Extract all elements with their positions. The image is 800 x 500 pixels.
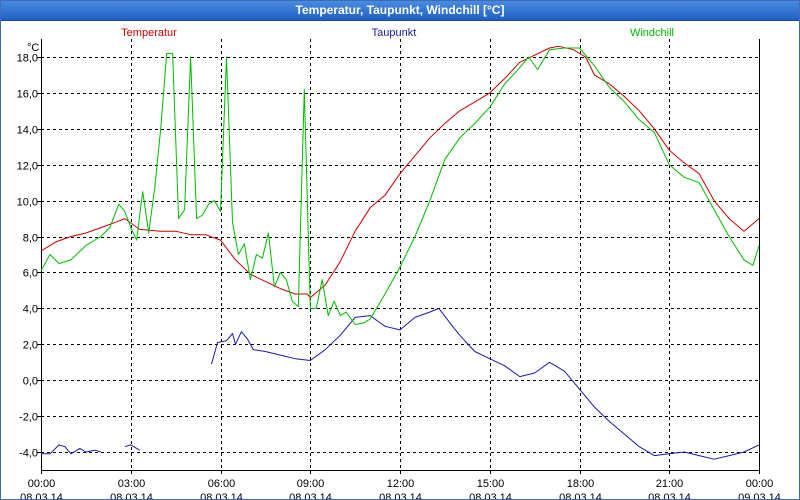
x-tick-label-date: 08.03.14 (379, 492, 422, 499)
y-axis-label: °C (27, 42, 39, 54)
y-tick-label: 2,0 (23, 340, 38, 352)
series-line-temperatur (40, 45, 760, 299)
y-tick-label: 6,0 (23, 268, 38, 280)
x-tick-label-time: 21:00 (656, 478, 684, 490)
x-tick-label-time: 18:00 (567, 478, 595, 490)
y-tick-label: 8,0 (23, 233, 38, 245)
y-tick-label: 4,0 (23, 304, 38, 316)
y-tick-label: 0,0 (23, 376, 38, 388)
x-tick-label-date: 08.03.14 (559, 492, 602, 499)
x-tick-label-date: 08.03.14 (200, 492, 243, 499)
legend: Temperatur Taupunkt Windchill (121, 27, 674, 39)
x-tick-label-date: 08.03.14 (469, 492, 512, 499)
x-tick-label-date: 09.03.14 (738, 492, 781, 499)
series-line-taupunkt (124, 444, 140, 451)
y-tick-label: 16,0 (17, 89, 38, 101)
y-tick-label: 10,0 (17, 197, 38, 209)
series-line-taupunkt (211, 307, 760, 460)
y-tick-label: -2,0 (19, 412, 38, 424)
x-tick-label-date: 08.03.14 (289, 492, 332, 499)
x-tick-label-date: 08.03.14 (648, 492, 691, 499)
x-tick-label-time: 06:00 (208, 478, 236, 490)
y-tick-label: 12,0 (17, 161, 38, 173)
x-tick-label-time: 12:00 (387, 478, 415, 490)
x-tick-label-time: 03:00 (118, 478, 146, 490)
title-bar[interactable]: Temperatur, Taupunkt, Windchill [°C] (1, 1, 799, 21)
y-tick-label: 14,0 (17, 125, 38, 137)
window-title: Temperatur, Taupunkt, Windchill [°C] (295, 3, 505, 17)
legend-item-temperatur: Temperatur (121, 27, 177, 39)
series-line-windchill (40, 47, 760, 325)
legend-item-windchill: Windchill (630, 27, 674, 39)
grid (41, 39, 759, 470)
x-tick-label-time: 00:00 (746, 478, 774, 490)
series-line-taupunkt (41, 444, 101, 455)
x-tick-label-time: 09:00 (297, 478, 325, 490)
y-tick-label: 18,0 (17, 53, 38, 65)
x-tick-label-date: 08.03.14 (110, 492, 153, 499)
x-tick-label-time: 00:00 (28, 478, 56, 490)
y-tick-label: -4,0 (19, 448, 38, 460)
axes: -4,0 -2,0 0,0 2,0 4,0 6,0 8,0 10,0 12,0 14,0 16,0 1… (17, 39, 781, 499)
x-tick-label-date: 08.03.14 (20, 492, 63, 499)
x-tick-label-time: 15:00 (477, 478, 505, 490)
series-group (40, 45, 760, 460)
legend-item-taupunkt: Taupunkt (372, 27, 417, 39)
chart: -4,0 -2,0 0,0 2,0 4,0 6,0 8,0 10,0 12,0 14,0 16,0 1… (17, 27, 781, 499)
